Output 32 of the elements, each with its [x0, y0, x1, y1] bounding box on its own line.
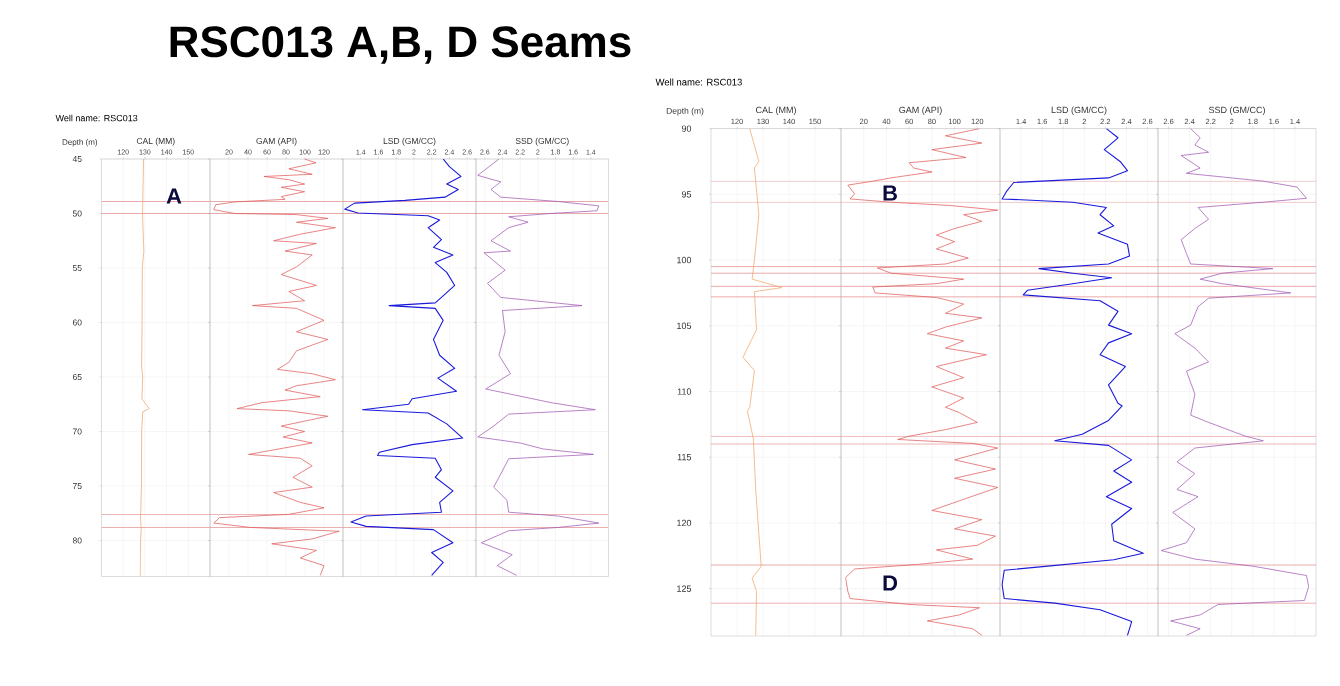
annotation: D: [883, 575, 898, 591]
chart-subtitle: Well name: RSC013: [55, 114, 138, 122]
x-axis-title: SSD (GM/CC): [515, 137, 569, 146]
y-tick-label: 110: [677, 388, 692, 395]
y-tick-label: 105: [677, 322, 692, 329]
y-axis-title: Depth (m): [62, 139, 98, 147]
x-axis-title: SSD (GM/CC): [1208, 106, 1265, 115]
chart-subtitle: Well name: RSC013: [655, 78, 742, 86]
x-axis-title: CAL (MM): [136, 137, 175, 146]
annotation: B: [883, 185, 897, 201]
y-tick-label: 55: [72, 265, 82, 271]
y-tick-label: 95: [681, 191, 692, 198]
x-axis-title: LSD (GM/CC): [383, 137, 436, 146]
y-tick-label: 120: [677, 519, 692, 527]
y-tick-label: 80: [72, 537, 82, 544]
y-tick-label: 125: [677, 585, 692, 592]
y-tick-label: 75: [72, 483, 82, 489]
y-axis-title: Depth (m): [666, 107, 704, 116]
y-tick-label: 100: [677, 256, 692, 264]
x-axis-title: GAM (API): [899, 106, 942, 115]
y-tick-label: 65: [72, 374, 82, 381]
annotation: A: [166, 188, 182, 204]
x-axis-title: CAL (MM): [755, 106, 796, 115]
y-tick-label: 70: [72, 428, 82, 435]
y-tick-label: 60: [72, 319, 82, 326]
y-tick-label: 50: [72, 210, 82, 217]
y-tick-label: 90: [681, 125, 692, 132]
y-tick-label: 115: [677, 454, 692, 461]
text: RSC013 A,B, D Seams: [170, 26, 631, 64]
y-tick-label: 45: [72, 156, 82, 162]
x-axis-title: LSD (GM/CC): [1051, 106, 1107, 115]
x-axis-title: GAM (API): [256, 137, 297, 146]
